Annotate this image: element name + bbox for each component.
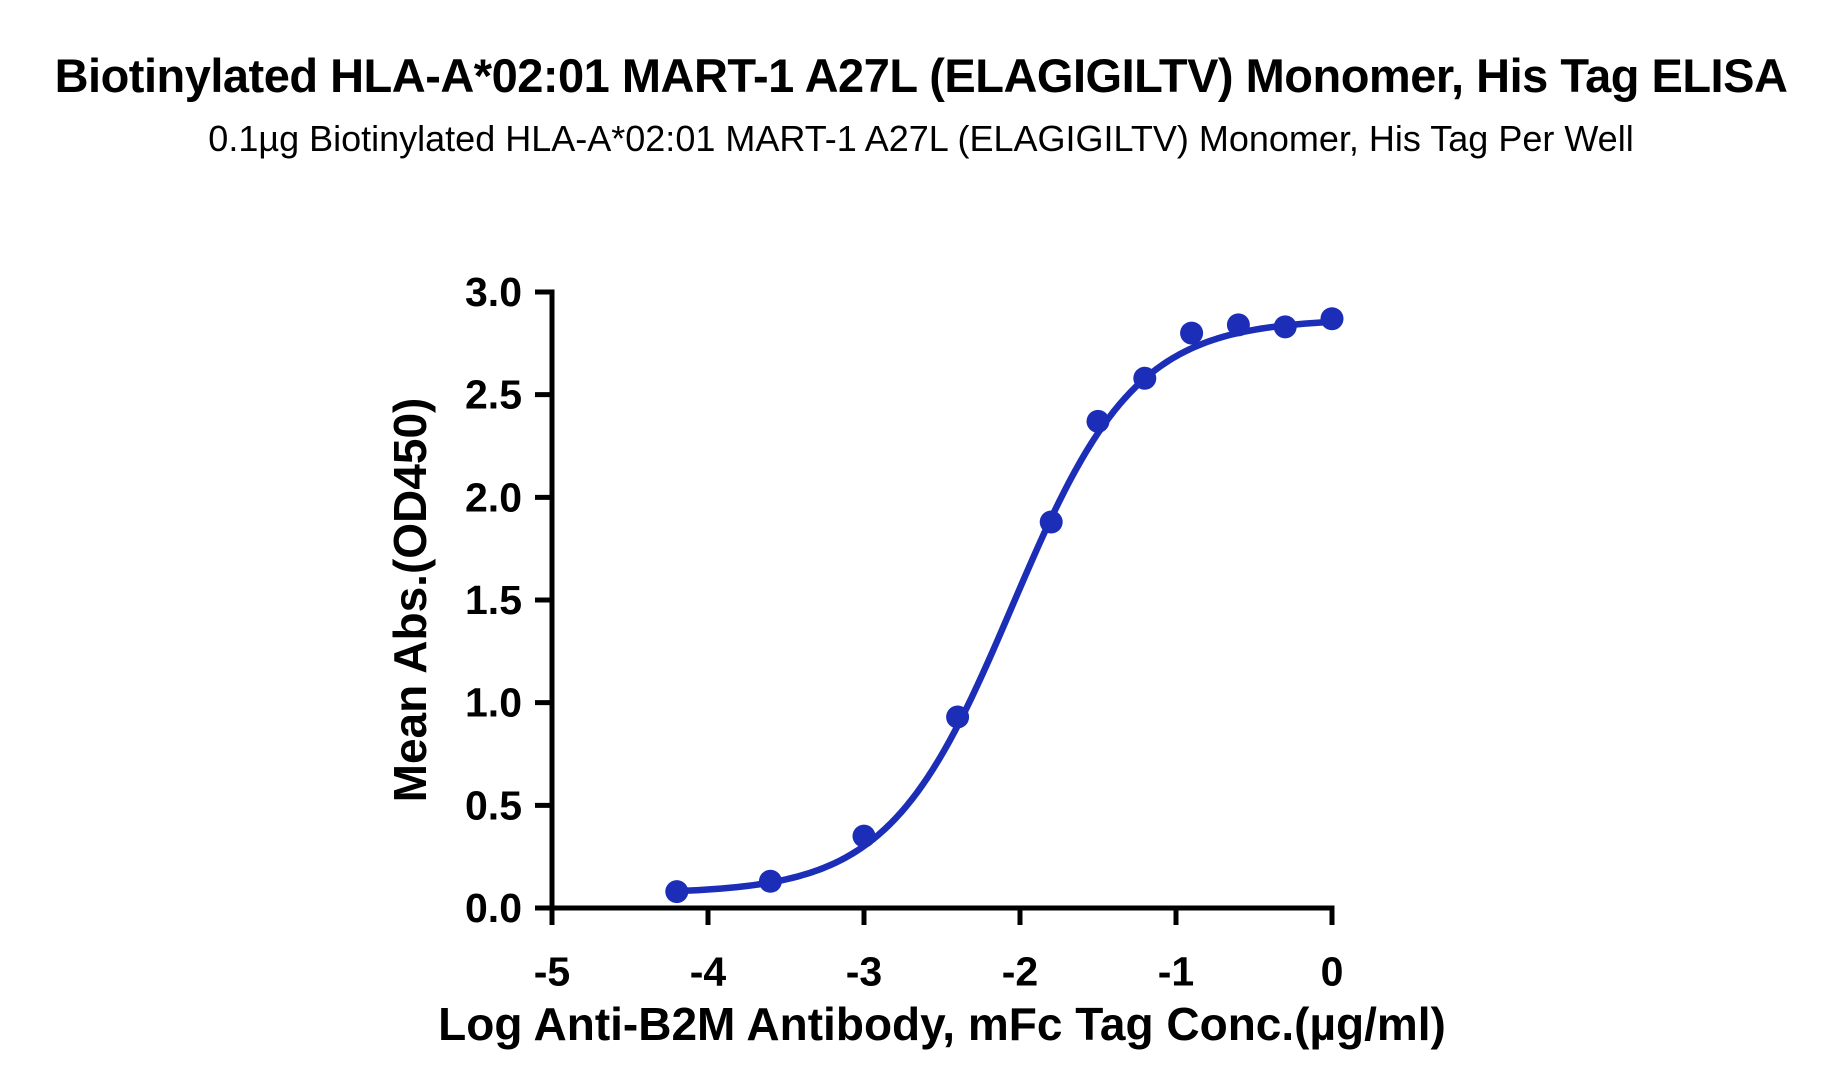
y-tick-label: 3.0	[465, 269, 522, 315]
y-tick-label: 1.5	[465, 577, 522, 623]
data-point	[1133, 366, 1157, 390]
x-tick-label: -1	[1158, 949, 1194, 995]
data-point	[852, 824, 876, 848]
data-point	[1086, 409, 1110, 433]
data-point	[1226, 313, 1250, 337]
y-tick-label: 0.0	[465, 885, 522, 931]
y-tick-label: 0.5	[465, 782, 522, 828]
x-axis-title: Log Anti-B2M Antibody, mFc Tag Conc.(µg/…	[438, 998, 1446, 1050]
x-tick-label: -3	[846, 949, 882, 995]
y-tick-label: 2.0	[465, 474, 522, 520]
y-tick-label: 1.0	[465, 680, 522, 726]
x-tick-label: -5	[534, 949, 570, 995]
data-point	[1180, 321, 1204, 345]
x-tick-label: 0	[1321, 949, 1344, 995]
data-point	[1039, 510, 1063, 534]
data-point	[758, 869, 782, 893]
chart-subtitle: 0.1µg Biotinylated HLA-A*02:01 MART-1 A2…	[208, 118, 1634, 159]
data-point	[665, 880, 689, 904]
x-tick-label: -4	[690, 949, 727, 995]
x-tick-label: -2	[1002, 949, 1038, 995]
chart-title: Biotinylated HLA-A*02:01 MART-1 A27L (EL…	[54, 49, 1788, 102]
data-point	[946, 705, 970, 729]
y-tick-label: 2.5	[465, 372, 522, 418]
data-point	[1273, 315, 1297, 339]
data-point	[1320, 307, 1344, 331]
y-axis-title: Mean Abs.(OD450)	[384, 398, 436, 803]
fit-curve	[673, 318, 1336, 895]
